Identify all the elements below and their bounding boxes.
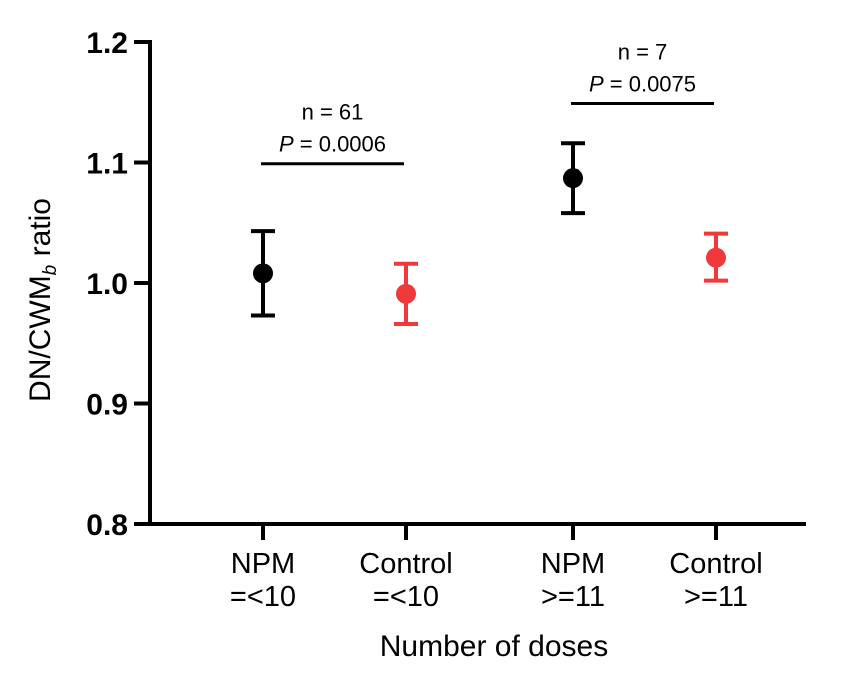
annotation-n-0: n = 61 [302,100,364,125]
annotation-p-value-1: = 0.0075 [604,71,696,96]
category-label-2-line2: >=11 [541,581,605,613]
data-point-3 [704,231,728,283]
y-axis-label: DN/CWMb ratio [24,198,61,402]
category-label-0-line2: =<10 [230,581,296,613]
y-axis-label-suffix: ratio [24,198,57,265]
y-tick-label-3: 1.1 [86,148,128,181]
y-tick-label-2: 1.0 [86,268,128,301]
y-axis-label-main: DN/CWM [24,275,57,402]
y-tick-label-0: 0.8 [86,509,128,542]
annotation-p-0: P = 0.0006 [279,132,386,157]
category-label-0-line1: NPM [231,548,295,580]
data-point-2 [561,141,585,216]
annotation-p-label-0: P [279,132,294,157]
y-ticks: 0.8 0.9 1.0 1.1 1.2 [86,27,150,542]
y-tick-label-1: 0.9 [86,389,128,422]
category-label-3-line1: Control [669,548,763,580]
point-marker-1 [396,283,416,304]
annotation-p-value-0: = 0.0006 [294,132,386,157]
y-axis-label-subscript: b [40,265,61,276]
significance-annotations: n = 61 P = 0.0006 n = 7 P = 0.0075 [261,39,714,166]
annotation-p-label-1: P [589,71,604,96]
annotation-p-1: P = 0.0075 [589,71,696,96]
x-axis-label: Number of doses [380,630,608,663]
category-label-3-line2: >=11 [684,581,748,613]
category-label-1-line1: Control [359,548,453,580]
point-marker-0 [253,263,273,284]
category-label-2-line1: NPM [541,548,605,580]
category-label-1-line2: =<10 [373,581,439,613]
y-tick-label-4: 1.2 [86,27,128,60]
data-point-1 [394,261,418,326]
data-point-0 [251,229,275,318]
annotation-n-1: n = 7 [618,39,668,64]
point-marker-2 [563,168,583,189]
point-marker-3 [706,247,726,268]
data-points [251,141,728,326]
